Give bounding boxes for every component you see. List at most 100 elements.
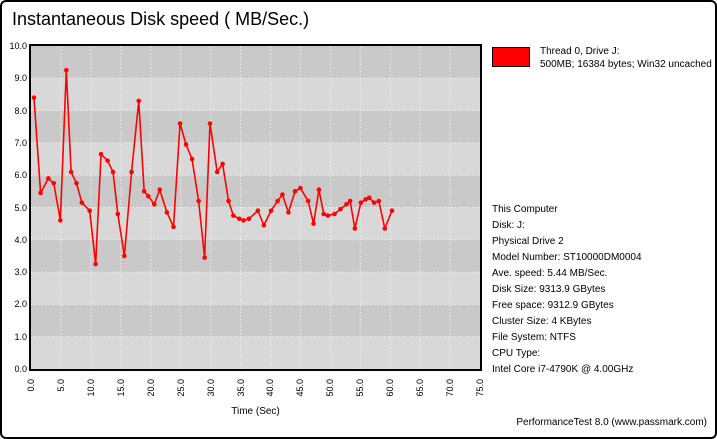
data-point-marker — [202, 255, 207, 260]
data-point-marker — [183, 142, 189, 147]
data-point-marker — [189, 156, 195, 162]
data-point-marker — [241, 218, 246, 223]
data-point-marker — [275, 198, 280, 204]
data-point-marker — [382, 226, 388, 231]
x-axis-tick-label: 0.0 — [26, 379, 36, 392]
x-axis-title: Time (Sec) — [231, 406, 280, 417]
data-point-marker — [347, 198, 353, 204]
data-point-marker — [46, 176, 51, 181]
x-axis-tick-label: 35.0 — [235, 379, 246, 397]
data-point-marker — [376, 198, 382, 204]
chart-title: Instantaneous Disk speed ( MB/Sec.) — [12, 9, 310, 29]
info-physical-drive: Physical Drive 2 — [492, 236, 564, 247]
data-point-marker — [38, 190, 43, 196]
watermark-text: PerformanceTest 8.0 (www.passmark.com) — [516, 417, 707, 428]
data-point-marker — [255, 208, 261, 214]
info-file-system: File System: NTFS — [492, 332, 576, 343]
y-axis-tick-label: 4.0 — [14, 234, 27, 245]
y-axis-tick-label: 3.0 — [14, 267, 27, 278]
data-point-marker — [177, 121, 183, 126]
data-point-marker — [268, 208, 274, 214]
info-model-number: Model Number: ST10000DM0004 — [492, 252, 642, 263]
info-cpu-name: Intel Core i7-4790K @ 4.00GHz — [492, 364, 634, 375]
data-point-marker — [129, 169, 134, 175]
info-cpu-type-label: CPU Type: — [492, 348, 541, 359]
data-point-marker — [286, 210, 291, 215]
data-point-marker — [237, 216, 242, 222]
data-point-marker — [136, 98, 142, 104]
data-point-marker — [157, 187, 163, 193]
y-axis-tick-label: 1.0 — [14, 331, 27, 342]
data-point-marker — [141, 189, 147, 194]
x-axis-tick-label: 20.0 — [145, 379, 156, 397]
plot-band — [31, 272, 480, 305]
data-point-marker — [321, 211, 327, 217]
data-point-marker — [105, 158, 110, 163]
data-point-marker — [214, 169, 220, 175]
data-point-marker — [122, 253, 127, 259]
legend-color-swatch — [492, 47, 530, 67]
plot-band — [31, 336, 480, 369]
info-cluster-size: Cluster Size: 4 KBytes — [492, 316, 592, 327]
x-axis-tick-label: 60.0 — [385, 379, 396, 397]
data-point-marker — [280, 192, 285, 197]
data-point-marker — [371, 200, 377, 205]
x-axis-tick-label: 65.0 — [415, 379, 426, 397]
data-point-marker — [146, 193, 151, 199]
legend-line-2: 500MB; 16384 bytes; Win32 uncached — [540, 58, 712, 70]
y-axis-tick-label: 0.0 — [14, 364, 27, 374]
plot-band — [31, 239, 480, 273]
y-axis-tick-label: 2.0 — [14, 299, 27, 310]
data-point-marker — [338, 206, 343, 212]
legend-line-1: Thread 0, Drive J: — [540, 46, 620, 57]
x-axis-tick-label: 30.0 — [205, 379, 216, 397]
x-axis-tick-label: 15.0 — [115, 379, 126, 397]
data-point-marker — [196, 198, 201, 204]
data-point-marker — [87, 208, 92, 214]
legend-label: Thread 0, Drive J: 500MB; 16384 bytes; W… — [540, 46, 712, 71]
info-disk-size: Disk Size: 9313.9 GBytes — [492, 284, 606, 295]
plot-band — [31, 78, 480, 111]
data-point-marker — [332, 211, 337, 217]
data-point-marker — [358, 200, 364, 205]
x-axis-tick-label: 50.0 — [325, 379, 336, 397]
plot-band — [31, 304, 480, 337]
data-point-marker — [31, 95, 37, 100]
info-free-space: Free space: 9312.9 GBytes — [492, 300, 614, 311]
x-axis-tick-label: 75.0 — [475, 379, 485, 397]
y-axis-tick-label: 10.0 — [9, 41, 27, 51]
plot-band — [31, 46, 480, 79]
data-point-marker — [171, 224, 176, 230]
data-point-marker — [79, 200, 85, 205]
plot-band — [31, 142, 480, 176]
data-point-marker — [226, 198, 231, 204]
y-axis-tick-label: 8.0 — [14, 105, 27, 116]
data-point-marker — [352, 226, 358, 231]
data-point-marker — [305, 198, 311, 204]
data-point-marker — [311, 221, 316, 226]
data-point-marker — [74, 180, 79, 186]
data-point-marker — [207, 121, 213, 126]
plot-area — [29, 44, 482, 371]
x-axis-tick-label: 45.0 — [295, 379, 306, 397]
data-point-marker — [246, 216, 252, 222]
data-point-marker — [68, 169, 74, 175]
data-point-marker — [93, 261, 98, 267]
data-point-marker — [344, 201, 349, 207]
data-point-marker — [231, 213, 236, 218]
x-axis-tick-label: 40.0 — [265, 379, 276, 397]
x-axis-tick-label: 25.0 — [175, 379, 186, 397]
data-point-marker — [363, 197, 368, 202]
system-info-block: This Computer Disk: J: Physical Drive 2 … — [492, 202, 642, 378]
data-point-marker — [389, 208, 395, 214]
data-point-marker — [261, 222, 267, 228]
y-axis-tick-label: 5.0 — [14, 202, 27, 213]
info-ave-speed: Ave. speed: 5.44 MB/Sec. — [492, 268, 608, 279]
y-axis-tick-label: 7.0 — [14, 137, 27, 148]
data-point-marker — [110, 169, 116, 175]
info-disk: Disk: J: — [492, 220, 525, 231]
data-point-marker — [58, 218, 63, 223]
info-this-computer: This Computer — [492, 204, 558, 215]
data-point-marker — [298, 185, 303, 191]
